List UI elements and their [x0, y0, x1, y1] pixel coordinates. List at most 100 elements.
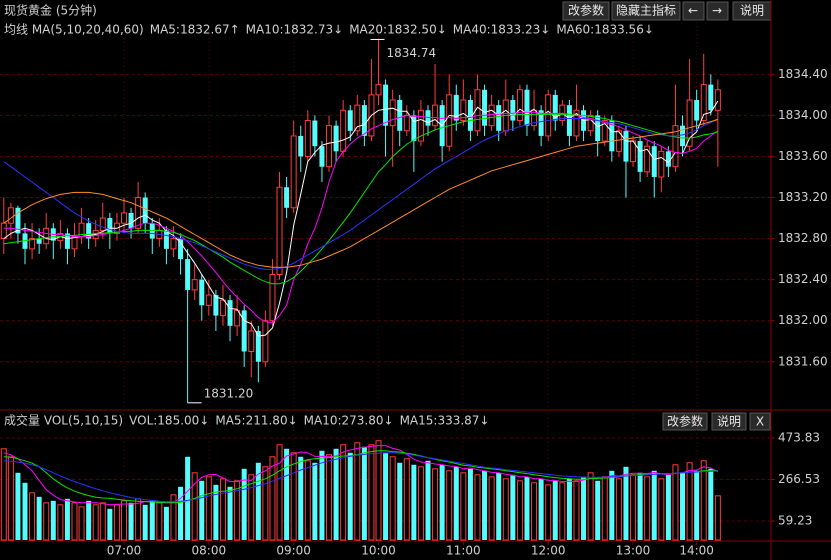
volume-bar	[474, 474, 481, 541]
candle-body	[312, 120, 318, 147]
legend-entry: MA5:1832.67↑	[150, 23, 240, 37]
button-label[interactable]: →	[712, 4, 722, 18]
candle-body	[163, 230, 169, 249]
volume-bar	[496, 472, 502, 540]
candle-body	[142, 197, 148, 224]
volume-bar	[538, 478, 544, 540]
volume-bar	[219, 478, 226, 541]
button-label[interactable]: 说明	[740, 3, 764, 18]
candle-body	[651, 146, 657, 177]
legend-entry: MA5:211.80↓	[215, 414, 297, 428]
volume-bar	[439, 464, 445, 540]
button[interactable]: 改参数	[562, 1, 610, 21]
volume-bar	[623, 466, 629, 540]
candle-body	[15, 207, 21, 234]
candle-body	[531, 109, 538, 127]
volume-bar	[524, 476, 530, 540]
candle-body	[298, 135, 304, 157]
button-label[interactable]: X	[756, 415, 764, 429]
button-label[interactable]: ←	[688, 4, 698, 18]
legend-entry: MA15:333.87↓	[400, 414, 490, 428]
volume-bar	[128, 502, 134, 540]
candle-body	[340, 109, 347, 152]
candle-body	[99, 217, 106, 231]
candle-body	[248, 330, 255, 352]
volume-bar	[516, 480, 523, 541]
button[interactable]: X	[749, 412, 771, 431]
candle-body	[219, 299, 226, 317]
legend-entry: MA10:273.80↓	[304, 414, 394, 428]
candle-body	[453, 94, 459, 121]
volume-bar	[615, 478, 622, 541]
volume-bar	[587, 472, 594, 541]
volume-bar	[552, 480, 558, 540]
y-tick-label: 1834.40	[778, 67, 828, 81]
button-label[interactable]: 隐藏主指标	[616, 3, 676, 18]
button-label[interactable]: 改参数	[667, 414, 703, 429]
volume-bar	[205, 476, 212, 541]
volume-bar	[86, 500, 92, 540]
y-tick-label: 266.53	[778, 472, 820, 486]
volume-bar	[326, 454, 333, 541]
candle-body	[234, 309, 241, 327]
candle-body	[290, 135, 297, 209]
candle-body	[170, 238, 177, 250]
candle-body	[29, 238, 36, 250]
candle-body	[389, 99, 396, 127]
volume-bar	[57, 504, 64, 541]
candle-body	[601, 120, 608, 142]
y-tick-label: 1832.00	[778, 313, 828, 327]
volume-bar	[609, 470, 615, 540]
button[interactable]: 改参数	[662, 412, 708, 431]
y-tick-label: 1831.60	[778, 354, 828, 368]
x-tick-label: 08:00	[192, 544, 227, 558]
volume-bar	[354, 442, 361, 541]
volume-bar	[15, 472, 21, 540]
volume-bar	[185, 456, 191, 540]
volume-bar	[71, 502, 78, 541]
volume-bar	[686, 462, 693, 541]
button[interactable]: 说明	[711, 412, 747, 431]
volume-bar	[298, 456, 304, 540]
candle-body	[658, 150, 665, 178]
indicator-label: 成交量 VOL(5,10,15)	[4, 413, 123, 428]
volume-bar	[64, 498, 70, 540]
candle-body	[276, 186, 283, 276]
candle-body	[637, 141, 643, 172]
candle-body	[86, 223, 92, 239]
x-tick-label: 11:00	[446, 544, 481, 558]
button[interactable]: 说明	[732, 1, 772, 21]
candle-body	[128, 212, 134, 229]
volume-bar	[248, 474, 255, 541]
volume-bar	[581, 476, 587, 540]
volume-bar	[601, 476, 608, 541]
volume-bar	[227, 486, 233, 540]
button[interactable]: 隐藏主指标	[611, 1, 681, 21]
candle-body	[205, 294, 212, 306]
candle-body	[135, 197, 142, 229]
volume-bar	[276, 444, 283, 541]
legend-entry: MA10:1832.73↓	[246, 23, 344, 37]
button-label[interactable]: 说明	[717, 414, 741, 429]
legend-entry: MA60:1833.56↓	[556, 23, 654, 37]
candle-body	[516, 89, 523, 122]
candle-body	[644, 145, 651, 173]
candle-body	[191, 279, 198, 291]
volume-bar	[630, 474, 637, 541]
button[interactable]: ←	[682, 1, 705, 21]
x-tick-label: 13:00	[616, 544, 651, 558]
button[interactable]: →	[706, 1, 729, 21]
volume-bar	[319, 450, 325, 540]
candle-body	[354, 104, 361, 132]
volume-bar	[36, 496, 42, 540]
candle-body	[7, 207, 14, 224]
volume-bar	[312, 462, 318, 540]
volume-bar	[170, 494, 177, 541]
candle-body	[545, 94, 552, 137]
button-label[interactable]: 改参数	[568, 3, 604, 18]
candle-body	[680, 125, 686, 147]
volume-bar	[680, 472, 686, 540]
candle-body	[326, 125, 333, 168]
volume-bar	[361, 446, 367, 540]
